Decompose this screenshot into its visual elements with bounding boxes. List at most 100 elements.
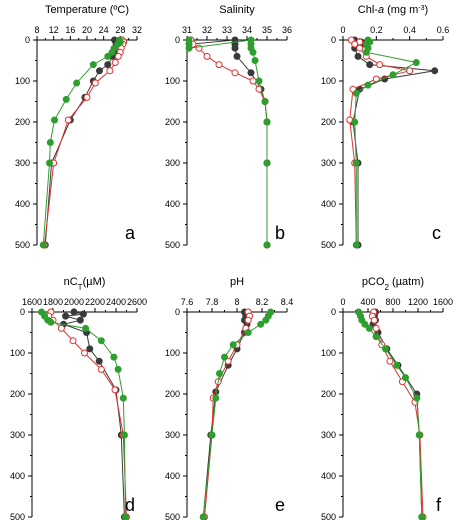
series-line [48, 311, 127, 518]
data-point [119, 394, 127, 402]
panel-title: Temperature (ºC) [45, 4, 129, 16]
data-point [262, 316, 270, 324]
series-line [352, 39, 435, 245]
data-point [76, 316, 84, 324]
panel-title-part: (µM) [83, 276, 106, 288]
x-tick-label: 0.2 [370, 25, 383, 35]
data-point [247, 69, 255, 77]
data-point [104, 52, 112, 60]
data-point [97, 337, 105, 345]
y-tick-label: 300 [165, 430, 180, 440]
panel-d: 1600 1800 2000 2200 2400 2600 0 100 200 300 400 500… [10, 276, 147, 520]
data-point [62, 312, 70, 320]
data-point [372, 333, 380, 341]
x-tick-label: 28 [115, 25, 125, 35]
data-point [111, 59, 119, 66]
y-tick-label: 100 [165, 348, 180, 358]
y-tick-label: 500 [165, 240, 180, 250]
series-line [188, 39, 268, 245]
data-point [352, 241, 360, 249]
panel-letter: f [436, 495, 442, 515]
panel-letter: b [275, 223, 285, 243]
data-point [372, 324, 380, 332]
data-point [108, 48, 116, 56]
data-point [352, 159, 360, 167]
y-tick-label: 500 [321, 512, 336, 520]
x-tick-label: 33 [222, 25, 232, 35]
data-point [263, 159, 271, 167]
y-tick-label: 0 [25, 35, 30, 45]
panel-b: 31 32 33 34 35 36 0 100 200 300 400 500 Salinity b [165, 4, 292, 250]
data-point [95, 357, 103, 365]
y-tick-label: 500 [10, 512, 25, 520]
panel-title-part: (µatm) [389, 276, 424, 288]
panel-letter: a [125, 223, 136, 243]
x-tick-label: 16 [65, 25, 75, 35]
panel-title-part: nC [64, 276, 78, 288]
data-point [257, 320, 265, 328]
data-point [249, 77, 257, 85]
data-point [370, 316, 378, 324]
data-point [362, 48, 370, 56]
data-point [114, 52, 122, 60]
panel-title-part: -3 [418, 5, 424, 12]
y-tick-label: 100 [10, 348, 25, 358]
panel-c: 0 0.2 0.4 0.6 0 100 200 300 400 500 Chl-a (mg m-3)… [321, 4, 449, 250]
data-point [418, 513, 426, 520]
data-point [251, 57, 259, 64]
y-tick-label: 500 [15, 240, 30, 250]
y-tick-label: 500 [321, 240, 336, 250]
data-point [122, 513, 129, 520]
x-tick-label: 7.6 [181, 297, 194, 307]
x-tick-label: 20 [82, 25, 92, 35]
x-tick-label: 2400 [106, 297, 126, 307]
data-point [111, 386, 119, 394]
x-tick-label: 8.4 [281, 297, 294, 307]
panel-title: Chl-a (mg m-3) [358, 4, 428, 16]
y-tick-label: 100 [15, 76, 30, 86]
data-point [114, 365, 122, 373]
y-tick-label: 300 [10, 430, 25, 440]
y-tick-label: 400 [15, 199, 30, 209]
x-tick-label: 8 [234, 297, 239, 307]
x-tick-label: 1600 [433, 297, 453, 307]
y-tick-label: 400 [10, 471, 25, 481]
y-tick-label: 300 [165, 158, 180, 168]
data-point [351, 40, 359, 48]
y-tick-label: 100 [321, 348, 336, 358]
data-point [216, 370, 223, 377]
data-point [96, 67, 103, 75]
series-line [358, 311, 423, 518]
data-point [415, 431, 423, 439]
data-point [255, 77, 263, 85]
x-tick-label: 0 [340, 297, 345, 307]
series-line [41, 311, 126, 518]
series-line [204, 311, 251, 518]
data-point [361, 320, 369, 328]
panel-f: 0 400 800 1200 1600 0 100 200 300 400 500 pCO2 (µat… [321, 276, 453, 520]
data-point [356, 44, 364, 52]
panel-letter: c [432, 223, 441, 243]
data-point [86, 345, 94, 353]
data-point [365, 324, 373, 332]
data-point [412, 59, 420, 66]
x-tick-label: 35 [262, 25, 272, 35]
series-line [202, 311, 248, 518]
panel-title: Salinity [219, 4, 255, 16]
x-tick-label: 1200 [408, 297, 428, 307]
x-tick-label: 1600 [22, 297, 42, 307]
data-point [231, 44, 239, 52]
y-tick-label: 200 [165, 389, 180, 399]
panel-title-part: (mg m [384, 4, 418, 16]
data-point [402, 374, 409, 382]
data-point [263, 241, 271, 249]
data-point [354, 52, 362, 60]
data-point [185, 44, 193, 52]
data-point [263, 118, 271, 126]
x-tick-label: 400 [360, 297, 375, 307]
data-point [97, 365, 105, 373]
data-point [73, 79, 81, 87]
y-tick-label: 400 [321, 199, 336, 209]
y-tick-label: 400 [165, 471, 180, 481]
